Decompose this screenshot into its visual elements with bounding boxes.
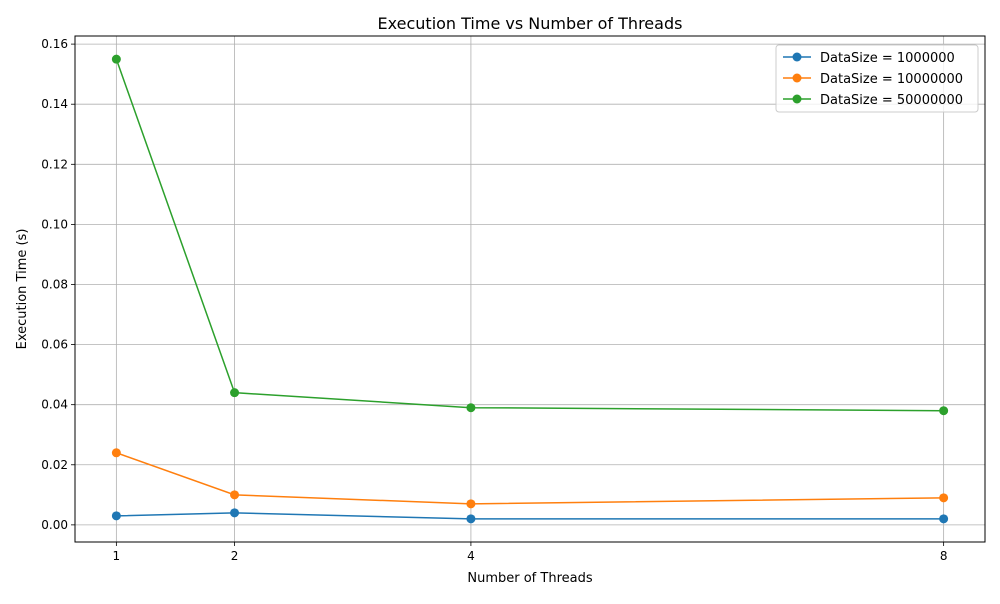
legend-entries: DataSize = 1000000 DataSize = 10000000 Dat… xyxy=(783,51,963,108)
y-axis-ticks: 0.00 0.02 0.04 0.06 0.08 0.10 0.12 0.14 0.16 xyxy=(41,37,75,532)
y-tick-label: 0.14 xyxy=(41,97,68,111)
legend: DataSize = 1000000 DataSize = 10000000 Dat… xyxy=(775,44,979,113)
data-point xyxy=(230,490,240,500)
legend-label: DataSize = 1000000 xyxy=(820,51,955,66)
data-point xyxy=(466,514,476,524)
y-tick-label: 0.06 xyxy=(41,338,68,352)
x-axis-ticks: 1 2 4 8 xyxy=(113,542,948,563)
legend-entry: DataSize = 1000000 xyxy=(783,51,955,66)
legend-label: DataSize = 10000000 xyxy=(820,72,963,87)
series-line xyxy=(116,452,944,505)
y-tick-label: 0.10 xyxy=(41,217,68,231)
data-point xyxy=(230,388,240,398)
x-tick-label: 1 xyxy=(113,549,121,563)
series-1 xyxy=(111,508,949,524)
legend-entry: DataSize = 50000000 xyxy=(783,93,963,108)
x-axis-label: Number of Threads xyxy=(467,571,592,586)
data-point xyxy=(939,493,949,503)
legend-label: DataSize = 50000000 xyxy=(820,93,963,108)
plot-frame xyxy=(74,35,986,543)
x-tick-label: 4 xyxy=(467,549,475,563)
legend-marker xyxy=(792,94,802,104)
data-point xyxy=(111,54,121,64)
data-point xyxy=(111,511,121,521)
y-tick-label: 0.04 xyxy=(41,398,68,412)
y-tick-label: 0.08 xyxy=(41,277,68,291)
y-tick-label: 0.16 xyxy=(41,37,68,51)
legend-box xyxy=(775,44,979,113)
y-axis-label: Execution Time (s) xyxy=(15,229,30,350)
grid-lines xyxy=(75,36,985,542)
data-point xyxy=(111,448,121,458)
data-point xyxy=(466,403,476,413)
chart-title: Execution Time vs Number of Threads xyxy=(378,14,683,33)
series-3 xyxy=(111,54,949,416)
series-line xyxy=(115,58,944,412)
y-tick-label: 0.00 xyxy=(41,518,68,532)
legend-marker xyxy=(792,73,802,83)
legend-entry: DataSize = 10000000 xyxy=(783,72,963,87)
y-tick-label: 0.12 xyxy=(41,157,68,171)
data-point xyxy=(230,508,240,518)
series-group xyxy=(111,54,949,524)
x-tick-label: 8 xyxy=(940,549,948,563)
data-point xyxy=(466,499,476,509)
x-tick-label: 2 xyxy=(231,549,239,563)
y-tick-label: 0.02 xyxy=(41,458,68,472)
series-2 xyxy=(111,448,949,509)
data-point xyxy=(939,514,949,524)
series-line xyxy=(116,512,944,520)
data-point xyxy=(939,406,949,416)
legend-marker xyxy=(792,52,802,62)
